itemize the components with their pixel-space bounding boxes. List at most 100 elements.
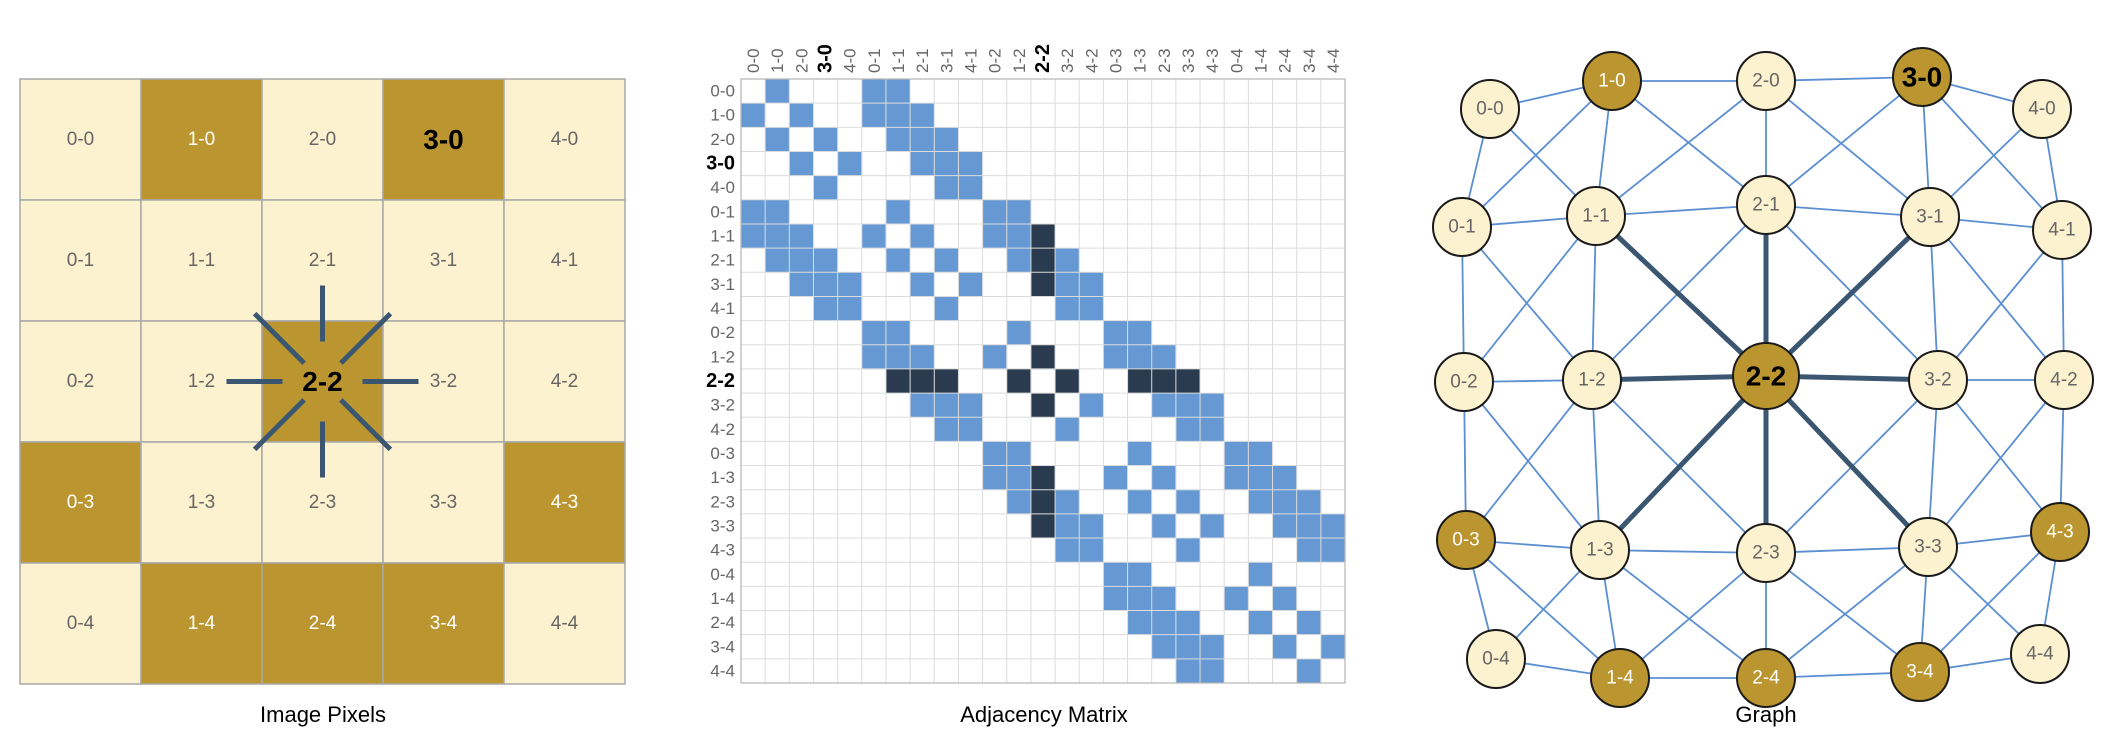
matrix-cell-4-2-4-1 [958, 417, 983, 442]
adjacency-matrix-caption: Adjacency Matrix [960, 702, 1128, 727]
matrix-cell-1-0-0-1 [861, 103, 887, 128]
pixel-label-4-1: 4-1 [551, 250, 578, 271]
graph-node-label-2-1: 2-1 [1752, 195, 1779, 216]
matrix-cell-1-4-0-4 [1224, 586, 1249, 611]
matrix-cell-1-4-2-4 [1272, 586, 1297, 611]
matrix-cell-4-4-4-3 [1200, 658, 1225, 684]
matrix-cell-2-2-1-3 [1127, 368, 1153, 394]
matrix-cell-2-2-1-1 [885, 368, 911, 394]
matrix-cell-3-3-2-3 [1151, 513, 1177, 539]
matrix-cell-2-0-3-1 [934, 127, 959, 152]
matrix-row-label-2-0: 2-0 [710, 130, 735, 149]
graph-edge-2-0-1-1 [1595, 80, 1767, 217]
pixel-label-0-0: 0-0 [67, 129, 94, 150]
matrix-cell-2-1-3-1 [934, 248, 959, 273]
graph-node-label-0-0: 0-0 [1476, 99, 1503, 120]
graph-edge-3-0-4-1 [1921, 76, 2063, 231]
matrix-cell-4-2-4-3 [1200, 417, 1225, 442]
graph-edge-1-2-0-3 [1465, 379, 1593, 541]
matrix-row-label-1-4: 1-4 [710, 589, 735, 608]
matrix-cell-1-2-2-2 [1030, 344, 1056, 370]
matrix-cell-4-1-4-0 [837, 296, 863, 321]
matrix-column-labels: 0-0 1-0 2-0 3-0 4-0 0-1 1-1 2-1 3-1 4-1 0-2 1-2 2-2 3… [744, 44, 1343, 73]
matrix-cell-1-1-1-2 [1006, 223, 1032, 249]
matrix-cell-0-3-1-3 [1127, 441, 1153, 466]
matrix-row-label-1-1: 1-1 [710, 227, 735, 246]
matrix-col-label-1-3: 1-3 [1131, 48, 1150, 73]
matrix-col-label-2-1: 2-1 [913, 48, 932, 73]
matrix-cell-1-4-0-3 [1103, 586, 1128, 611]
image-pixels-panel: 0-0 1-0 2-0 3-0 4-0 0-1 1-1 2-1 3-1 4-1 0-2 1-2 2-2 3… [19, 78, 626, 727]
graph-node-label-3-3: 3-3 [1914, 537, 1941, 558]
matrix-cell-0-3-0-4 [1224, 441, 1249, 466]
graph-node-label-3-1: 3-1 [1916, 207, 1943, 228]
matrix-row-label-2-4: 2-4 [710, 613, 735, 632]
matrix-col-label-3-0: 3-0 [815, 44, 837, 73]
matrix-cell-2-2-2-1 [910, 368, 935, 394]
graph-node-label-1-0: 1-0 [1598, 71, 1625, 92]
graph-node-label-4-1: 4-1 [2048, 220, 2075, 241]
graph-node-3-0 [1892, 47, 1952, 107]
pixel-label-1-4: 1-4 [188, 613, 216, 634]
matrix-cell-4-1-3-0 [813, 296, 838, 321]
matrix-cell-3-2-2-1 [910, 393, 935, 418]
matrix-cell-3-2-2-3 [1151, 393, 1177, 418]
matrix-cell-1-2-0-2 [982, 344, 1008, 370]
matrix-cell-4-3-4-4 [1320, 538, 1346, 563]
matrix-row-label-4-1: 4-1 [710, 299, 735, 318]
matrix-cell-3-3-4-3 [1200, 513, 1225, 539]
matrix-cell-3-0-3-1 [934, 151, 959, 176]
graph-node-label-4-2: 4-2 [2050, 370, 2077, 391]
matrix-cell-1-3-1-2 [1006, 465, 1032, 491]
matrix-cell-2-3-1-3 [1127, 489, 1153, 515]
graph-node-label-1-3: 1-3 [1586, 540, 1613, 561]
matrix-cell-3-2-4-2 [1079, 393, 1104, 418]
matrix-cell-2-2-1-2 [1006, 368, 1032, 394]
graph-node-0-2 [1434, 352, 1494, 412]
matrix-cell-2-0-2-1 [910, 127, 935, 152]
matrix-cell-3-1-4-1 [958, 272, 983, 297]
matrix-cell-2-2-3-1 [934, 368, 959, 394]
matrix-cell-2-3-2-4 [1272, 489, 1297, 515]
pixel-cell-4-3 [503, 441, 626, 564]
matrix-cell-0-2-0-1 [861, 320, 887, 346]
matrix-col-label-3-4: 3-4 [1300, 48, 1319, 73]
graph-edge-2-3-3-4 [1765, 552, 1921, 673]
pixel-label-3-0: 3-0 [423, 124, 463, 155]
graph-edge-3-3-2-4 [1765, 546, 1929, 679]
matrix-row-label-3-1: 3-1 [710, 275, 735, 294]
matrix-cell-0-1-1-0 [765, 199, 790, 225]
matrix-cell-0-4-1-3 [1127, 562, 1153, 587]
matrix-col-label-2-2: 2-2 [1032, 44, 1054, 73]
pixel-label-0-1: 0-1 [67, 250, 94, 271]
pixel-label-0-2: 0-2 [67, 371, 94, 392]
pixel-cell-1-4 [140, 562, 263, 685]
graph-node-label-2-0: 2-0 [1752, 71, 1779, 92]
matrix-cell-3-3-2-4 [1272, 513, 1297, 539]
adjacency-matrix-panel: 0-0 1-0 2-0 3-0 4-0 0-1 1-1 2-1 3-1 4-1 0-2 1-2 2-2 3… [706, 44, 1346, 727]
matrix-col-label-0-3: 0-3 [1106, 48, 1125, 73]
matrix-cell-3-1-2-1 [910, 272, 935, 297]
graph-node-3-2 [1908, 350, 1968, 410]
graph-edge-2-2-3-3 [1764, 374, 1930, 549]
matrix-row-label-2-3: 2-3 [710, 492, 735, 511]
matrix-cell-0-3-1-4 [1248, 441, 1273, 466]
matrix-row-label-2-1: 2-1 [710, 251, 735, 270]
pixel-label-3-1: 3-1 [430, 250, 457, 271]
matrix-cell-3-3-2-2 [1030, 513, 1056, 539]
matrix-cell-3-3-3-2 [1055, 513, 1080, 539]
graph-node-label-0-4: 0-4 [1482, 649, 1510, 670]
matrix-cell-1-2-2-1 [910, 344, 935, 370]
matrix-cell-3-0-4-1 [958, 151, 983, 176]
matrix-row-label-4-4: 4-4 [710, 661, 735, 680]
matrix-cells [741, 79, 1346, 684]
pixel-cell-2-0 [261, 78, 384, 201]
matrix-cell-3-1-4-0 [837, 272, 863, 297]
graph-node-label-3-4: 3-4 [1906, 662, 1934, 683]
matrix-col-label-0-0: 0-0 [744, 48, 763, 73]
matrix-row-label-2-2: 2-2 [706, 370, 735, 392]
matrix-cell-2-3-2-2 [1030, 489, 1056, 515]
graph-node-0-1 [1432, 197, 1492, 257]
matrix-cell-2-1-1-2 [1006, 248, 1032, 273]
graph-edge-1-0-0-1 [1461, 80, 1613, 228]
